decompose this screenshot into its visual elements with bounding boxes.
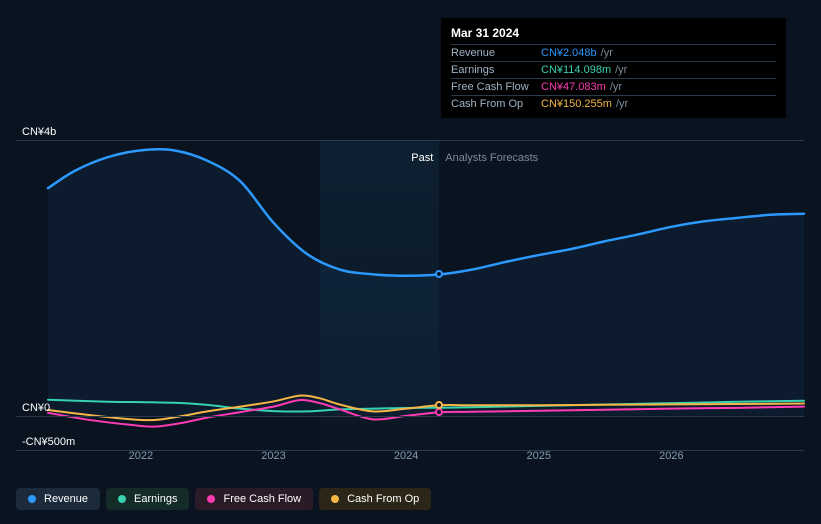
tooltip-row-suffix: /yr (610, 81, 622, 93)
tooltip-row-2: Free Cash FlowCN¥47.083m/yr (451, 78, 776, 95)
legend-item-earnings[interactable]: Earnings (106, 488, 189, 510)
past-section-label: Past (411, 152, 433, 164)
revenue-area (48, 149, 804, 415)
legend-dot-icon (207, 495, 215, 503)
gridline (16, 140, 804, 141)
marker-revenue (435, 270, 443, 278)
legend-item-cfo[interactable]: Cash From Op (319, 488, 431, 510)
x-tick-label: 2022 (129, 450, 153, 462)
tooltip-row-label: Cash From Op (451, 98, 541, 110)
x-tick-label: 2025 (526, 450, 550, 462)
tooltip-row-3: Cash From OpCN¥150.255m/yr (451, 95, 776, 112)
legend: Revenue Earnings Free Cash Flow Cash From O… (16, 488, 431, 510)
tooltip-row-suffix: /yr (615, 64, 627, 76)
tooltip-row-label: Free Cash Flow (451, 81, 541, 93)
marker-fcf (435, 408, 443, 416)
tooltip-row-value: CN¥114.098m (541, 64, 611, 76)
legend-item-revenue[interactable]: Revenue (16, 488, 100, 510)
legend-label: Cash From Op (347, 493, 419, 505)
data-tooltip: Mar 31 2024 RevenueCN¥2.048b/yrEarningsC… (441, 18, 786, 118)
tooltip-row-1: EarningsCN¥114.098m/yr (451, 61, 776, 78)
tooltip-row-label: Earnings (451, 64, 541, 76)
tooltip-row-value: CN¥2.048b (541, 47, 597, 59)
x-tick-label: 2024 (394, 450, 418, 462)
forecast-section-label: Analysts Forecasts (445, 152, 538, 164)
tooltip-date: Mar 31 2024 (451, 24, 776, 44)
financials-chart: CN¥4bCN¥0-CN¥500mPastAnalysts Forecasts (16, 140, 804, 450)
tooltip-row-0: RevenueCN¥2.048b/yr (451, 44, 776, 61)
tooltip-row-value: CN¥150.255m (541, 98, 612, 110)
legend-label: Earnings (134, 493, 177, 505)
marker-cfo (435, 401, 443, 409)
tooltip-row-label: Revenue (451, 47, 541, 59)
x-axis: 2022 2023 2024 2025 2026 (16, 450, 804, 470)
legend-label: Free Cash Flow (223, 493, 301, 505)
y-tick-label: CN¥0 (22, 402, 50, 414)
gridline (16, 416, 804, 417)
tooltip-row-value: CN¥47.083m (541, 81, 606, 93)
legend-dot-icon (331, 495, 339, 503)
legend-dot-icon (118, 495, 126, 503)
y-tick-label: CN¥4b (22, 126, 56, 138)
legend-item-fcf[interactable]: Free Cash Flow (195, 488, 313, 510)
tooltip-row-suffix: /yr (616, 98, 628, 110)
tooltip-row-suffix: /yr (601, 47, 613, 59)
legend-dot-icon (28, 495, 36, 503)
x-tick-label: 2026 (659, 450, 683, 462)
x-tick-label: 2023 (261, 450, 285, 462)
chart-lines (16, 140, 804, 450)
legend-label: Revenue (44, 493, 88, 505)
y-tick-label: -CN¥500m (22, 436, 75, 448)
